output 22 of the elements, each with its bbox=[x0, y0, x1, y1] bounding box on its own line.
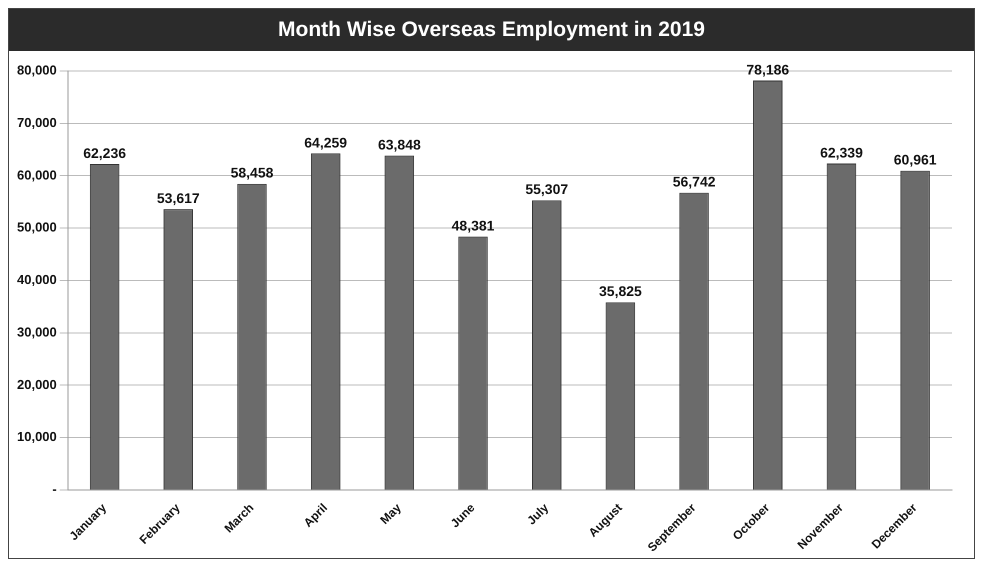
data-label: 62,236 bbox=[83, 144, 126, 161]
data-label: 64,259 bbox=[304, 134, 348, 150]
y-tick-label: 20,000 bbox=[16, 376, 57, 392]
data-label: 53,617 bbox=[156, 190, 200, 206]
data-label: 62,339 bbox=[820, 144, 864, 160]
y-tick-label: 80,000 bbox=[16, 62, 57, 78]
chart-title: Month Wise Overseas Employment in 2019 bbox=[9, 9, 974, 51]
data-label: 35,825 bbox=[598, 283, 642, 300]
data-label: 58,458 bbox=[230, 164, 274, 181]
y-tick-label: 50,000 bbox=[16, 220, 57, 235]
y-tick-label: 10,000 bbox=[16, 429, 57, 444]
data-label: 78,186 bbox=[746, 61, 790, 78]
data-label: 48,381 bbox=[452, 217, 495, 234]
y-tick-label: - bbox=[52, 482, 57, 497]
y-tick-label: 30,000 bbox=[16, 324, 57, 340]
data-label: 55,307 bbox=[525, 181, 568, 198]
y-tick-label: 40,000 bbox=[16, 272, 57, 288]
y-tick-label: 60,000 bbox=[16, 167, 57, 182]
y-tick-label: 70,000 bbox=[16, 114, 57, 130]
data-label: 60,961 bbox=[894, 152, 937, 168]
data-label: 56,742 bbox=[672, 174, 716, 190]
data-label: 63,848 bbox=[378, 136, 421, 152]
